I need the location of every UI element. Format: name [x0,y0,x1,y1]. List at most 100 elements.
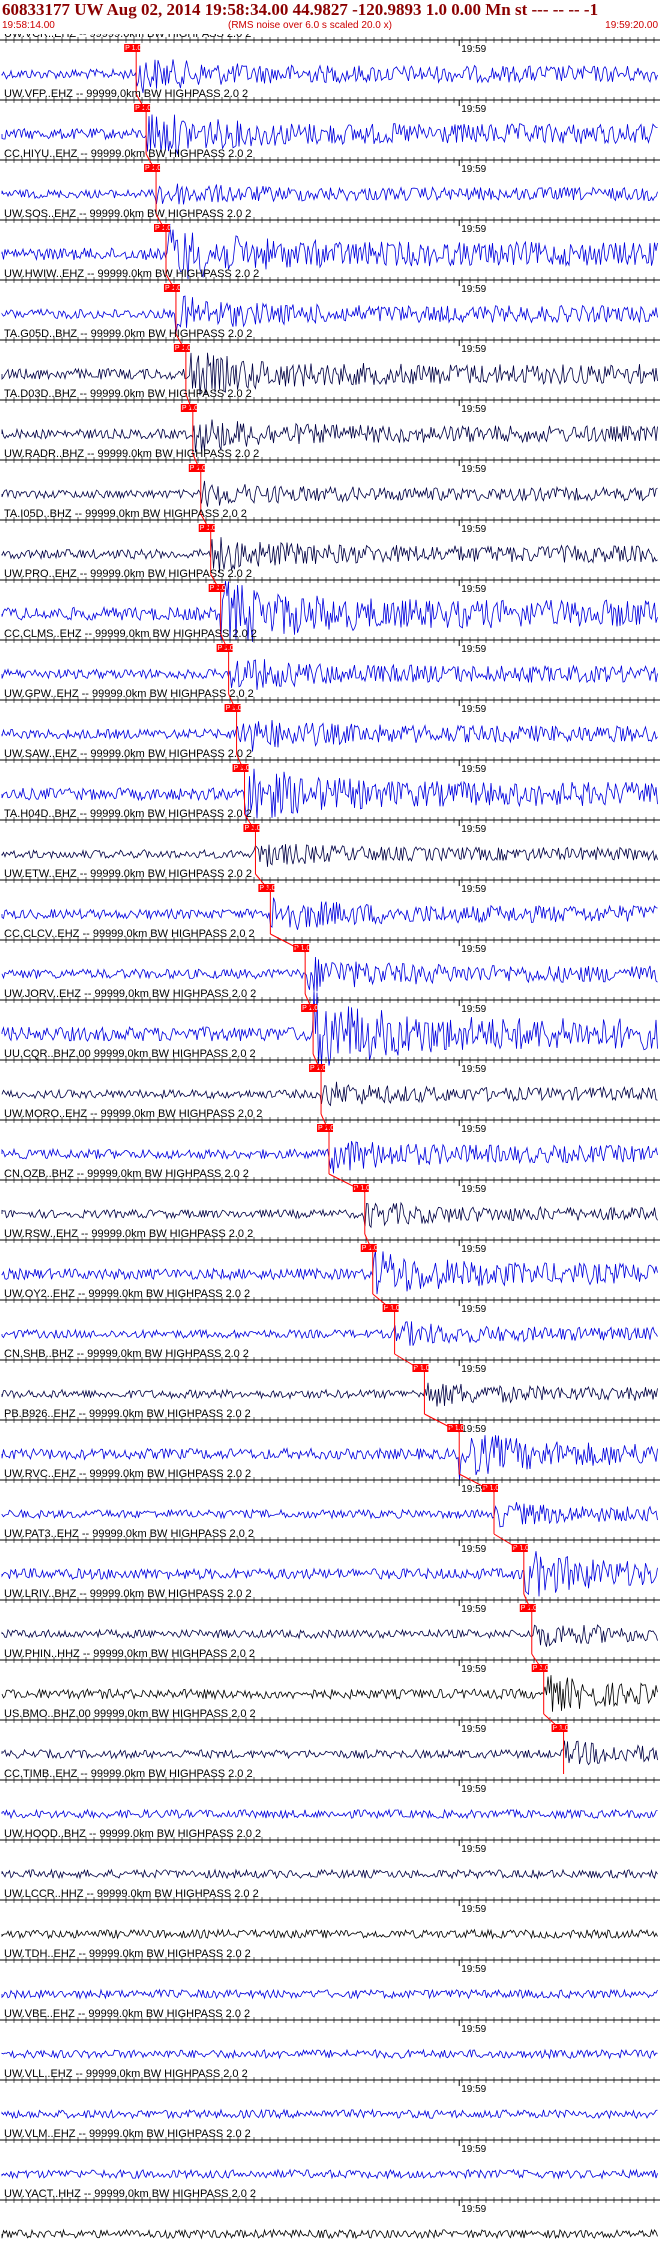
time-mark-label: 19:59 [461,1604,486,1615]
pick-flag [124,44,141,52]
seismogram-plot: 19:59 UW.VCR..EHZ -- 99999.0km BW HIGHPAS… [0,34,660,2240]
trace-ticks [5,1297,655,1303]
waveform-trace [1,1808,658,1820]
pick-label: P 1.0 [310,1065,326,1072]
time-mark-label: 19:59 [461,1064,486,1075]
trace-ticks [5,1957,655,1963]
trace-label: UW.OY2..EHZ -- 99999.0km BW HIGHPASS 2.0… [4,1288,250,1300]
time-mark-label: 19:59 [461,1724,486,1735]
trace-label: UU.CQR..BHZ.00 99999.0km BW HIGHPASS 2.0… [4,1048,256,1060]
trace-ticks [5,1237,655,1243]
waveform-trace [1,1551,658,1597]
time-mark-label: 19:59 [461,2204,486,2215]
waveform-trace [1,183,658,205]
pick-flag [224,704,241,712]
pick-connector [185,393,194,413]
trace-label: UW.HOOD..BHZ -- 99999.0km BW HIGHPASS 2.… [4,1828,261,1840]
pick-flag [317,1124,334,1132]
pick-label: P 1.0 [354,1185,370,1192]
pick-label: P 1.0 [210,585,226,592]
trace-label: TA.H04D..BHZ -- 99999.0km BW HIGHPASS 2.… [4,808,252,820]
pick-label: P 1.0 [483,1485,499,1492]
time-mark-label: 19:59 [461,824,486,835]
waveform-trace [1,224,658,280]
time-mark-label: 19:59 [461,44,486,55]
pick-connector [493,1533,525,1553]
trace-ticks [5,1477,655,1483]
trace-label: UW.VBE..EHZ -- 99999.0km BW HIGHPASS 2.0… [4,2008,250,2020]
scale-note: (RMS noise over 6.0 s scaled 20.0 x) [228,20,392,31]
time-mark-label: 19:59 [461,1544,486,1555]
pick-label: P 1.0 [145,165,161,172]
time-mark-label: 19:59 [461,644,486,655]
trace-ticks [5,457,655,463]
pick-connector [228,693,238,713]
pick-label: P 1.0 [413,1365,429,1372]
trace-ticks [5,1657,655,1663]
waveform-trace [1,1250,658,1295]
trace-label: UW.PAT3..EHZ -- 99999.0km BW HIGHPASS 2.… [4,1528,254,1540]
time-mark-label: 19:59 [461,1904,486,1915]
trace-label: UW.TDH..EHZ -- 99999.0km BW HIGHPASS 2.0… [4,1948,251,1960]
time-mark-label: 19:59 [461,884,486,895]
time-mark-label: 19:59 [461,1004,486,1015]
pick-label: P 1.0 [175,345,191,352]
waveform-trace [1,991,658,1066]
start-time-label: 19:58:14.00 [2,20,55,31]
trace-label: US.BMO..BHZ.00 99999.0km BW HIGHPASS 2.0… [4,1708,256,1720]
time-mark-label: 19:59 [461,1124,486,1135]
trace-label: CC.CLMS..EHZ -- 99999.0km BW HIGHPASS 2.… [4,628,257,640]
trace-ticks [5,37,655,43]
waveform-trace [1,2048,658,2060]
pick-label: P 1.0 [362,1245,378,1252]
trace-ticks [5,277,655,283]
pick-flag [208,584,225,592]
trace-label: UW.PHIN..HHZ -- 99999.0km BW HIGHPASS 2.… [4,1648,255,1660]
trace-label: UW.ETW..EHZ -- 99999.0km BW HIGHPASS 2.0… [4,868,252,880]
time-mark-label: 19:59 [461,164,486,175]
trace-label: TA.I05D..BHZ -- 99999.0km BW HIGHPASS 2.… [4,508,247,520]
trace-ticks [5,2077,655,2083]
pick-connector [165,273,177,293]
waveform-trace [1,2168,658,2180]
trace-label: UW.YACT..HHZ -- 99999.0km BW HIGHPASS 2.… [4,2188,256,2200]
pick-label: P 1.0 [226,705,242,712]
trace-ticks [5,1837,655,1843]
waveform-trace [1,1201,658,1229]
pick-connector [192,453,202,473]
time-mark-label: 19:59 [461,584,486,595]
waveform-trace [1,1675,658,1712]
pick-connector [531,1653,545,1673]
pick-connector [145,153,157,173]
pick-label: P 1.0 [182,405,198,412]
trace-ticks [5,1597,655,1603]
pick-label: P 1.0 [448,1425,464,1432]
trace-label: UW.VLM..EHZ -- 99999.0km BW HIGHPASS 2.0… [4,2128,251,2140]
pick-connector [304,993,314,1013]
pick-flag [301,1004,318,1012]
pick-connector [236,753,245,773]
trace-label: CC.HIYU..EHZ -- 99999.0km BW HIGHPASS 2.… [4,148,253,160]
trace-label: UW.RADR..BHZ -- 99999.0km BW HIGHPASS 2.… [4,448,259,460]
waveform-trace [1,581,658,642]
pick-label: P 1.0 [190,465,206,472]
waveform-trace [1,1382,658,1407]
time-mark-label: 19:59 [461,1184,486,1195]
time-mark-label: 19:59 [461,1664,486,1675]
trace-ticks [5,637,655,643]
trace-ticks [5,877,655,883]
pick-label: P 1.0 [165,285,181,292]
trace-label: UW.VCR..EHZ -- 99999.0km BW HIGHPASS 2.0… [4,34,251,40]
pick-flag [382,1304,399,1312]
waveform-trace [1,659,658,690]
pick-flag [293,944,310,952]
trace-label: UW.JORV..EHZ -- 99999.0km BW HIGHPASS 2.… [4,988,256,1000]
pick-flag [360,1244,377,1252]
trace-ticks [5,217,655,223]
trace-ticks [5,2017,655,2023]
time-mark-label: 19:59 [461,284,486,295]
pick-connector [175,333,187,353]
pick-label: P 1.0 [200,525,216,532]
waveform-trace [1,2228,658,2240]
waveform-trace [1,537,658,573]
